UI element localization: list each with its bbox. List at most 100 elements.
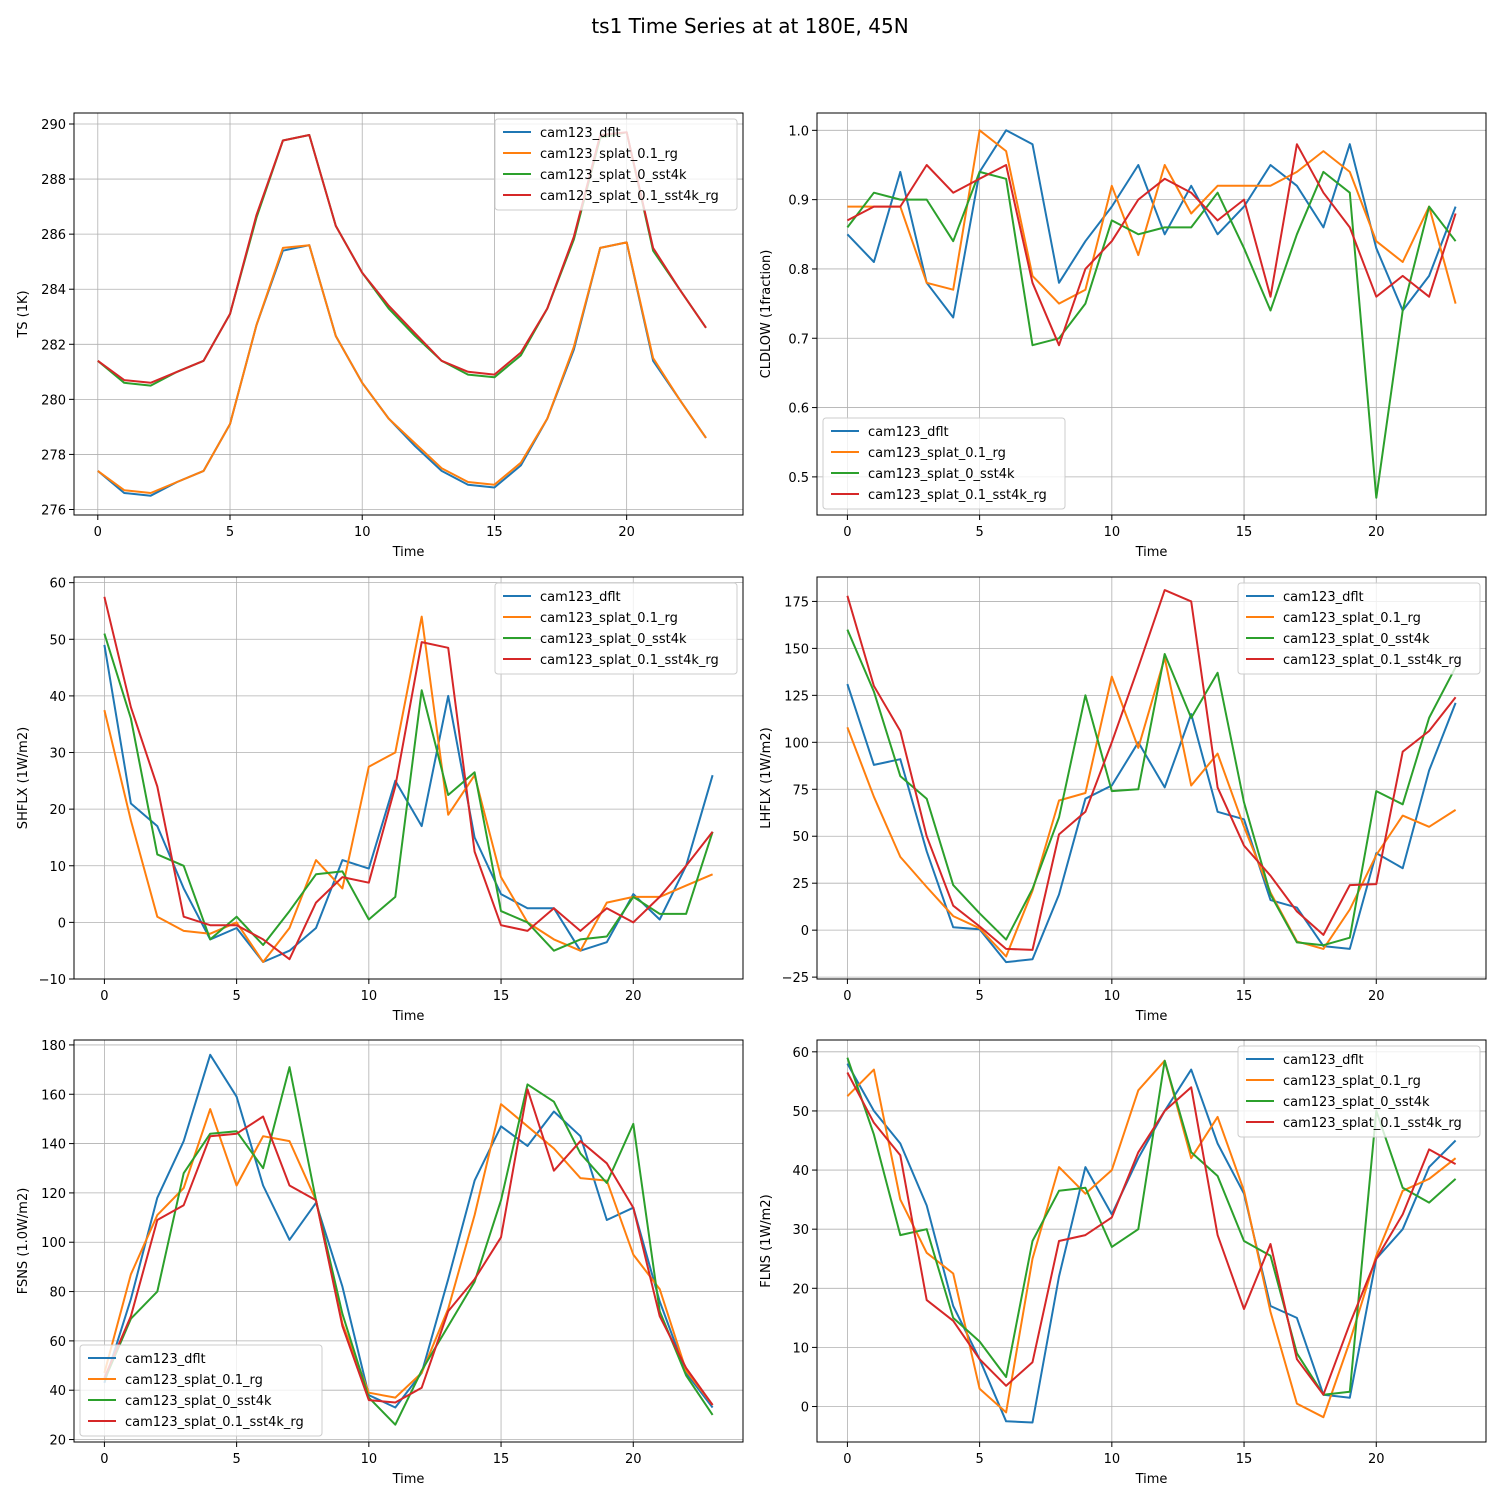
legend-label: cam123_splat_0.1_sst4k_rg — [540, 189, 719, 204]
legend-label: cam123_splat_0_sst4k — [125, 1394, 272, 1409]
y-tick-label: 60 — [49, 1335, 66, 1350]
y-axis-label: TS (1K) — [16, 290, 31, 338]
chart-panel-2: 0 5 10 15 20 0.5 0.6 0.7 0.8 0.9 1.0 Time CLDLOW (1f… — [759, 112, 1487, 560]
series-line-cam123_dflt — [103, 1053, 714, 1409]
y-tick-label: 20 — [49, 803, 66, 818]
y-tick-label: 286 — [41, 228, 66, 243]
legend: cam123_dflt cam123_splat_0.1_rg cam123_spl… — [1237, 582, 1481, 675]
legend-label: cam123_dflt — [540, 126, 621, 141]
series-line-cam123_splat_0.1_sst4k_rg — [103, 596, 714, 961]
chart-panel-5: 0 5 10 15 20 20 40 60 80 100 120 140 160 180 Time FSNS … — [16, 1039, 744, 1487]
legend-box — [1237, 582, 1481, 675]
chart-panel-6: 0 5 10 15 20 0 10 20 30 40 50 60 Time FLNS (1W/m2) cam… — [759, 1039, 1487, 1487]
x-tick-label: 10 — [361, 989, 378, 1004]
y-tick-label: 0.6 — [788, 402, 809, 417]
legend-label: cam123_dflt — [540, 590, 621, 605]
series-line-cam123_dflt — [846, 129, 1457, 319]
y-tick-label: 0.9 — [788, 194, 809, 209]
x-tick-label: 15 — [1236, 989, 1253, 1004]
y-axis-label: FSNS (1.0W/m2) — [16, 1188, 31, 1295]
legend-box — [79, 1344, 323, 1437]
x-tick-label: 0 — [843, 1452, 851, 1467]
series-line-cam123_splat_0.1_rg — [97, 241, 707, 494]
y-tick-label: 10 — [49, 860, 66, 875]
y-tick-label: 40 — [49, 690, 66, 705]
series-line-cam123_splat_0.1_rg — [103, 615, 713, 963]
chart-panel-1: 0 5 10 15 20 276 278 280 282 284 286 288 290 Time TS (… — [16, 112, 744, 560]
legend-box — [822, 417, 1066, 510]
x-tick-label: 20 — [1368, 989, 1385, 1004]
legend: cam123_dflt cam123_splat_0.1_rg cam123_spl… — [494, 582, 738, 675]
y-tick-label: −10 — [39, 973, 66, 988]
x-axis-label: Time — [1135, 1472, 1168, 1487]
x-axis-label: Time — [392, 1472, 425, 1487]
x-tick-label: 0 — [100, 989, 108, 1004]
y-tick-label: 50 — [792, 1105, 809, 1120]
y-tick-label: 160 — [41, 1088, 66, 1103]
x-tick-label: 15 — [493, 989, 510, 1004]
y-tick-label: 125 — [784, 689, 809, 704]
series-line-cam123_splat_0.1_sst4k_rg — [846, 143, 1457, 347]
series-line-cam123_splat_0_sst4k — [846, 170, 1457, 499]
legend-label: cam123_splat_0_sst4k — [540, 632, 687, 647]
legend-label: cam123_dflt — [868, 425, 949, 440]
x-tick-label: 15 — [493, 1452, 510, 1467]
series-line-cam123_dflt — [103, 644, 714, 963]
x-tick-label: 15 — [1236, 525, 1253, 540]
legend-label: cam123_splat_0.1_sst4k_rg — [125, 1415, 304, 1430]
x-axis-label: Time — [392, 545, 425, 560]
y-tick-label: 290 — [41, 118, 66, 133]
legend-label: cam123_splat_0.1_sst4k_rg — [1283, 653, 1462, 668]
series-line-cam123_splat_0.1_sst4k_rg — [103, 1088, 714, 1406]
y-tick-label: 20 — [49, 1434, 66, 1449]
legend-label: cam123_splat_0.1_rg — [540, 147, 678, 162]
legend: cam123_dflt cam123_splat_0.1_rg cam123_spl… — [79, 1344, 323, 1437]
figure-title: ts1 Time Series at at 180E, 45N — [591, 14, 909, 38]
y-tick-label: 288 — [41, 173, 66, 188]
x-tick-label: 20 — [1368, 1452, 1385, 1467]
series-line-cam123_splat_0_sst4k — [103, 1066, 714, 1426]
y-tick-label: 280 — [41, 393, 66, 408]
y-tick-label: 60 — [49, 577, 66, 592]
y-axis-label: SHFLX (1W/m2) — [16, 727, 31, 829]
series-line-cam123_splat_0.1_rg — [846, 1059, 1457, 1419]
x-axis-label: Time — [1135, 1009, 1168, 1024]
y-tick-label: 0.5 — [788, 471, 809, 486]
y-tick-label: 276 — [41, 503, 66, 518]
x-tick-label: 10 — [1104, 1452, 1121, 1467]
series-line-cam123_splat_0_sst4k — [103, 633, 714, 952]
y-tick-label: 180 — [41, 1039, 66, 1054]
y-tick-label: 50 — [792, 830, 809, 845]
y-tick-label: 140 — [41, 1138, 66, 1153]
x-tick-label: 5 — [226, 525, 234, 540]
y-axis-label: CLDLOW (1fraction) — [759, 250, 774, 379]
legend-label: cam123_splat_0_sst4k — [540, 168, 687, 183]
series-line-cam123_dflt — [97, 241, 707, 497]
x-tick-label: 0 — [100, 1452, 108, 1467]
legend-label: cam123_splat_0_sst4k — [1283, 632, 1430, 647]
y-tick-label: 175 — [784, 595, 809, 610]
axes-frame — [816, 576, 1487, 980]
y-tick-label: 150 — [784, 642, 809, 657]
x-tick-label: 0 — [843, 989, 851, 1004]
y-tick-label: 0 — [58, 916, 66, 931]
y-tick-label: 282 — [41, 338, 66, 353]
y-tick-label: 120 — [41, 1187, 66, 1202]
series-line-cam123_splat_0.1_rg — [846, 656, 1457, 958]
x-tick-label: 5 — [232, 989, 240, 1004]
legend-label: cam123_splat_0.1_rg — [125, 1373, 263, 1388]
x-tick-label: 20 — [1368, 525, 1385, 540]
y-tick-label: 0.8 — [788, 263, 809, 278]
series-line-cam123_splat_0.1_rg — [847, 129, 1457, 305]
y-tick-label: 80 — [49, 1286, 66, 1301]
legend-label: cam123_splat_0.1_rg — [868, 446, 1006, 461]
x-tick-label: 0 — [94, 525, 102, 540]
y-tick-label: 0 — [801, 924, 809, 939]
y-tick-label: 0.7 — [788, 332, 809, 347]
legend-label: cam123_splat_0_sst4k — [1283, 1095, 1430, 1110]
x-tick-label: 20 — [618, 525, 635, 540]
legend: cam123_dflt cam123_splat_0.1_rg cam123_spl… — [822, 417, 1066, 510]
legend-label: cam123_splat_0.1_sst4k_rg — [540, 653, 719, 668]
y-tick-label: 100 — [41, 1236, 66, 1251]
